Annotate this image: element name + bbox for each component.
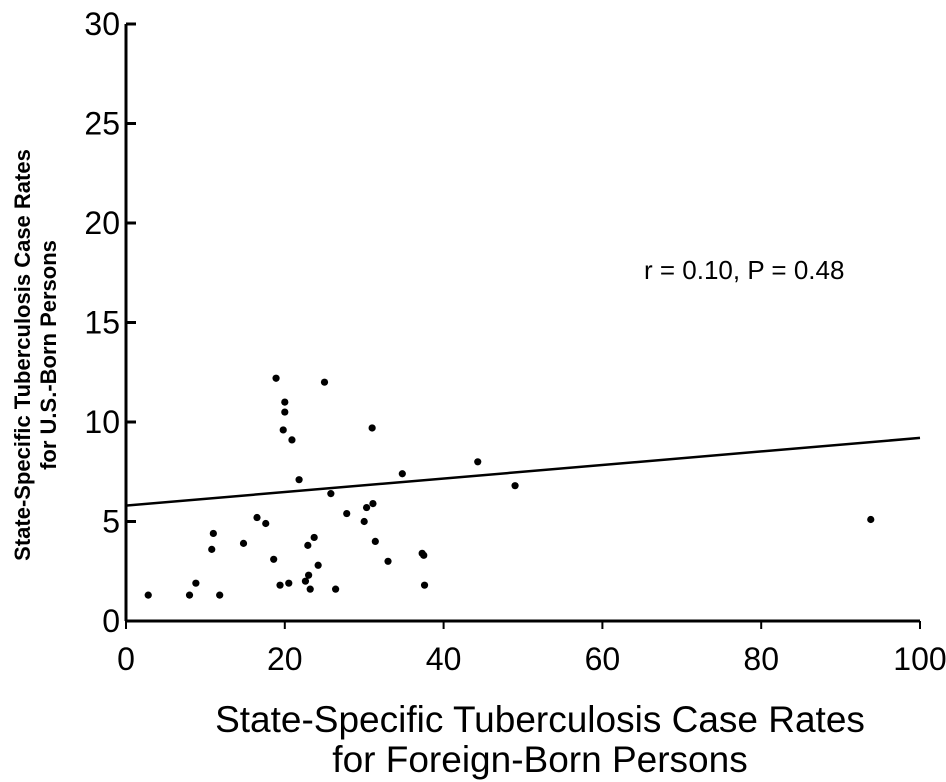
- data-point: [305, 571, 313, 579]
- data-point: [327, 490, 335, 498]
- regression-line: [125, 436, 921, 507]
- data-point: [209, 529, 217, 538]
- data-point: [420, 551, 428, 559]
- data-points: [144, 374, 875, 599]
- data-point: [310, 533, 318, 542]
- data-point: [295, 476, 303, 484]
- data-point: [253, 513, 261, 522]
- data-point: [192, 579, 200, 587]
- data-point: [301, 577, 310, 585]
- x-tick-label: 20: [267, 641, 303, 677]
- data-point: [144, 591, 152, 599]
- data-point: [208, 545, 216, 553]
- data-point: [420, 581, 429, 589]
- data-point: [343, 509, 351, 518]
- data-point: [384, 557, 392, 565]
- data-point: [281, 398, 289, 406]
- data-point: [276, 581, 284, 589]
- x-tick-label: 40: [426, 641, 462, 677]
- data-point: [398, 470, 406, 478]
- data-point: [281, 408, 289, 416]
- data-point: [362, 503, 371, 512]
- data-point: [262, 519, 270, 528]
- y-tick-label: 15: [84, 305, 120, 341]
- y-axis-title-line-2: for U.S.-Born Persons: [36, 240, 61, 470]
- y-tick-label: 25: [84, 106, 120, 142]
- x-axis-title-line-1: State-Specific Tuberculosis Case Rates: [215, 699, 865, 740]
- data-point: [314, 561, 322, 569]
- y-axis-title-line-1: State-Specific Tuberculosis Case Rates: [10, 149, 35, 561]
- data-point: [239, 539, 248, 547]
- x-tick-label: 0: [117, 641, 135, 677]
- y-axis-ticks: 0 5 10 15 20 25 30: [84, 6, 136, 639]
- correlation-annotation: r = 0.10, P = 0.48: [644, 255, 844, 285]
- x-axis-ticks: 0 20 40 60 80 100: [117, 621, 946, 677]
- y-axis-title: State-Specific Tuberculosis Case Rates f…: [10, 149, 61, 561]
- data-point: [272, 374, 280, 382]
- data-point: [332, 585, 340, 593]
- data-point: [369, 499, 377, 508]
- x-tick-label: 60: [585, 641, 621, 677]
- data-point: [320, 378, 329, 386]
- data-point: [511, 482, 519, 490]
- x-axis-title-line-2: for Foreign-Born Persons: [332, 739, 747, 780]
- data-point: [216, 591, 224, 599]
- data-point: [285, 579, 293, 587]
- y-tick-label: 5: [102, 504, 120, 540]
- data-point: [304, 541, 312, 549]
- y-tick-label: 30: [84, 6, 120, 42]
- data-point: [867, 515, 875, 524]
- data-point: [279, 426, 287, 434]
- data-point: [185, 591, 194, 599]
- data-point: [371, 537, 379, 546]
- x-tick-label: 80: [743, 641, 779, 677]
- data-point: [360, 517, 368, 526]
- y-tick-label: 10: [84, 404, 120, 440]
- data-point: [368, 424, 376, 432]
- data-point: [474, 458, 482, 466]
- x-tick-label: 100: [893, 641, 946, 677]
- y-tick-label: 20: [84, 205, 120, 241]
- y-tick-label: 0: [102, 603, 120, 639]
- data-point: [270, 555, 278, 563]
- data-point: [288, 436, 296, 444]
- data-point: [306, 585, 314, 593]
